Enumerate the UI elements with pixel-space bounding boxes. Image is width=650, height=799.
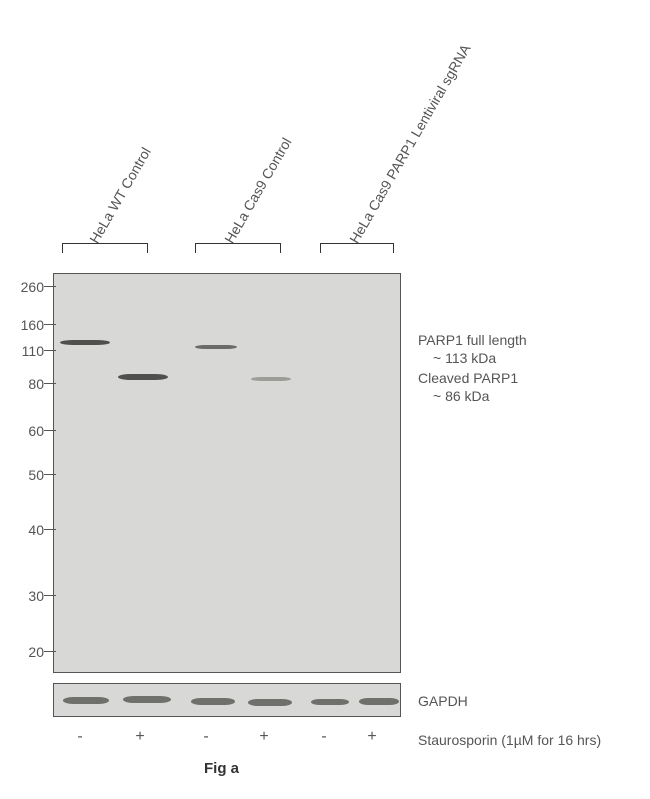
figure-caption: Fig a	[204, 760, 239, 777]
gapdh-lane3	[191, 698, 235, 705]
gapdh-lane1	[63, 697, 109, 704]
mw-20: 20	[16, 644, 44, 660]
group-bracket-1	[62, 243, 148, 253]
annot-parp1-full: PARP1 full length	[418, 332, 527, 348]
treat-lane1: -	[70, 728, 90, 746]
mw-tick-110	[44, 350, 56, 351]
western-blot-main	[53, 273, 401, 673]
treat-lane6: +	[362, 728, 382, 746]
mw-tick-30	[44, 595, 56, 596]
mw-80: 80	[16, 376, 44, 392]
gapdh-lane4	[248, 699, 292, 706]
gapdh-lane6	[359, 698, 399, 705]
annot-cleaved: Cleaved PARP1	[418, 370, 518, 386]
mw-50: 50	[16, 467, 44, 483]
sample-label-1: HeLa WT Control	[86, 145, 154, 246]
group-bracket-2	[195, 243, 281, 253]
band-lane2-cleaved	[118, 374, 168, 380]
mw-tick-60	[44, 430, 56, 431]
mw-40: 40	[16, 522, 44, 538]
annot-parp1-kda: ~ 113 kDa	[433, 350, 496, 366]
mw-tick-160	[44, 324, 56, 325]
mw-tick-80	[44, 383, 56, 384]
mw-tick-50	[44, 474, 56, 475]
group-bracket-3	[320, 243, 394, 253]
treat-lane5: -	[314, 728, 334, 746]
band-lane4-cleaved	[251, 377, 291, 381]
gapdh-lane2	[123, 696, 171, 703]
mw-60: 60	[16, 423, 44, 439]
mw-160: 160	[16, 317, 44, 333]
figure-container: HeLa WT Control HeLa Cas9 Control HeLa C…	[0, 0, 650, 799]
mw-tick-40	[44, 529, 56, 530]
treat-lane3: -	[196, 728, 216, 746]
gapdh-lane5	[311, 699, 349, 705]
annot-gapdh: GAPDH	[418, 693, 468, 709]
treat-lane4: +	[254, 728, 274, 746]
mw-30: 30	[16, 588, 44, 604]
sample-label-2: HeLa Cas9 Control	[221, 135, 294, 246]
annot-cleaved-kda: ~ 86 kDa	[433, 388, 489, 404]
band-lane3-full	[195, 345, 237, 349]
treat-lane2: +	[130, 728, 150, 746]
mw-tick-260	[44, 286, 56, 287]
mw-260: 260	[16, 279, 44, 295]
annot-staurosporin: Staurosporin (1µM for 16 hrs)	[418, 732, 601, 748]
mw-tick-20	[44, 651, 56, 652]
western-blot-loading	[53, 683, 401, 717]
mw-110: 110	[16, 343, 44, 359]
band-lane1-full	[60, 340, 110, 345]
sample-label-3: HeLa Cas9 PARP1 Lentiviral sgRNA	[346, 41, 473, 246]
